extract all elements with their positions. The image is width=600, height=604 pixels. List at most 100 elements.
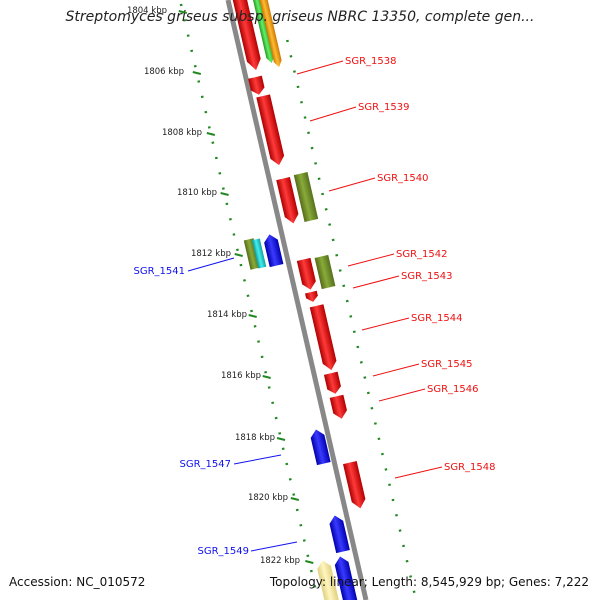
forward-track-dot — [379, 438, 380, 440]
scale-dot — [202, 96, 203, 98]
tick-label: 1818 kbp — [235, 433, 275, 443]
scale-major-tick — [207, 133, 215, 135]
gene-arrow-sgr-1544[interactable] — [310, 304, 338, 371]
callout-sgr-1538 — [297, 61, 343, 74]
forward-track-dot — [333, 239, 334, 241]
forward-track-dot — [329, 224, 330, 226]
scale-dot — [258, 341, 259, 343]
scale-dot — [241, 264, 242, 266]
scale-major-tick — [263, 376, 271, 378]
callout-sgr-1549 — [251, 542, 297, 551]
callout-sgr-1547 — [234, 455, 281, 464]
scale-dot — [255, 325, 256, 327]
tick-label: 1814 kbp — [207, 310, 247, 320]
genome-summary: Topology: linear; Length: 8,545,929 bp; … — [270, 575, 589, 589]
scale-dot — [294, 494, 295, 496]
gene-label-sgr-1546[interactable]: SGR_1546 — [427, 384, 479, 395]
forward-track-dot — [400, 530, 401, 532]
genome-title: Streptomyces griseus subsp. griseus NBRC… — [0, 9, 600, 25]
scale-dot — [269, 387, 270, 389]
gene-label-sgr-1547[interactable]: SGR_1547 — [180, 459, 232, 470]
callout-sgr-1541 — [188, 258, 234, 271]
scale-dot — [234, 234, 235, 236]
scale-dot — [237, 249, 238, 251]
gene-arrow-sgr-1548[interactable] — [343, 461, 367, 510]
forward-track-dot — [403, 545, 404, 547]
scale-dot — [297, 509, 298, 511]
gene-callout-lines — [188, 61, 442, 551]
gene-label-sgr-1544[interactable]: SGR_1544 — [411, 313, 463, 324]
scale-major-tick — [193, 72, 201, 74]
tick-label: 1822 kbp — [260, 556, 300, 566]
forward-track-dot — [312, 147, 313, 149]
gene-label-sgr-1540[interactable]: SGR_1540 — [377, 173, 429, 184]
tick-label: 1810 kbp — [177, 188, 217, 198]
scale-major-tick — [277, 438, 285, 440]
gene-label-sgr-1542[interactable]: SGR_1542 — [396, 249, 448, 260]
gene-label-sgr-1539[interactable]: SGR_1539 — [358, 102, 410, 113]
scale-dot — [308, 555, 309, 557]
forward-track-dot — [291, 55, 292, 57]
scale-major-tick — [291, 498, 299, 500]
callout-sgr-1540 — [329, 178, 375, 191]
gene-label-sgr-1543[interactable]: SGR_1543 — [401, 271, 453, 282]
scale-dot — [276, 417, 277, 419]
forward-track-dot — [308, 132, 309, 134]
tick-label: 1816 kbp — [221, 371, 261, 381]
scale-major-tick — [235, 254, 243, 256]
tick-label: 1820 kbp — [248, 493, 288, 503]
scale-dot — [251, 310, 252, 312]
forward-track-dot — [386, 468, 387, 470]
scale-major-tick — [305, 561, 313, 563]
gene-arrow-sgr-1545[interactable] — [324, 372, 342, 396]
callout-sgr-1546 — [379, 389, 425, 401]
forward-track-dot — [407, 560, 408, 562]
scale-dot — [272, 402, 273, 404]
forward-track-dot — [305, 117, 306, 119]
forward-track-dot — [361, 361, 362, 363]
scale-dot — [223, 188, 224, 190]
forward-track-dot — [382, 453, 383, 455]
forward-track-dot — [347, 300, 348, 302]
scale-dot — [195, 65, 196, 67]
scale-dot — [220, 172, 221, 174]
callout-sgr-1542 — [348, 254, 394, 266]
forward-track-dot — [294, 71, 295, 73]
forward-track-dot — [368, 392, 369, 394]
gene-arrow-sgr-1542[interactable] — [297, 258, 318, 291]
scale-dot — [216, 157, 217, 159]
tick-label: 1812 kbp — [191, 249, 231, 259]
gene-label-sgr-1545[interactable]: SGR_1545 — [421, 359, 473, 370]
scale-dot — [287, 463, 288, 465]
callout-sgr-1544 — [362, 318, 409, 330]
gene-arrow-sgr-1543[interactable] — [305, 291, 319, 303]
callout-sgr-1548 — [395, 467, 442, 478]
gene-label-sgr-1548[interactable]: SGR_1548 — [444, 462, 496, 473]
scale-dot — [311, 570, 312, 572]
accession-label: Accession: NC_010572 — [9, 575, 145, 589]
scale-major-tick — [221, 193, 229, 195]
gene-arrow-sgr-1539[interactable] — [256, 94, 286, 166]
gene-arrow-sgr-1542-olive[interactable] — [315, 255, 336, 289]
scale-dot — [199, 81, 200, 83]
gene-label-sgr-1538[interactable]: SGR_1538 — [345, 56, 397, 67]
tick-label: 1806 kbp — [144, 67, 184, 77]
gene-arrow-sgr-1546[interactable] — [330, 395, 349, 421]
gene-label-sgr-1541[interactable]: SGR_1541 — [134, 266, 186, 277]
scale-dot — [213, 142, 214, 144]
callout-sgr-1543 — [353, 276, 399, 288]
callout-sgr-1539 — [310, 107, 356, 121]
forward-track-dot — [287, 40, 288, 42]
tick-label: 1808 kbp — [162, 128, 202, 138]
forward-track-dot — [365, 377, 366, 379]
scale-tick-labels: 1804 kbp 1806 kbp 1808 kbp 1810 kbp 1812… — [127, 6, 300, 566]
forward-track-dot — [326, 208, 327, 210]
forward-track-dot — [351, 315, 352, 317]
forward-strand-track — [287, 40, 414, 593]
scale-dot — [290, 478, 291, 480]
gene-label-sgr-1549[interactable]: SGR_1549 — [198, 546, 250, 557]
forward-track-dot — [344, 285, 345, 287]
scale-major-tick — [249, 315, 257, 317]
